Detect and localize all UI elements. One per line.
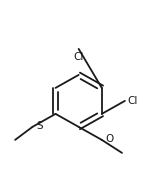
Text: Cl: Cl (127, 96, 138, 106)
Text: Cl: Cl (73, 52, 84, 62)
Text: O: O (105, 134, 114, 144)
Text: S: S (36, 121, 43, 131)
